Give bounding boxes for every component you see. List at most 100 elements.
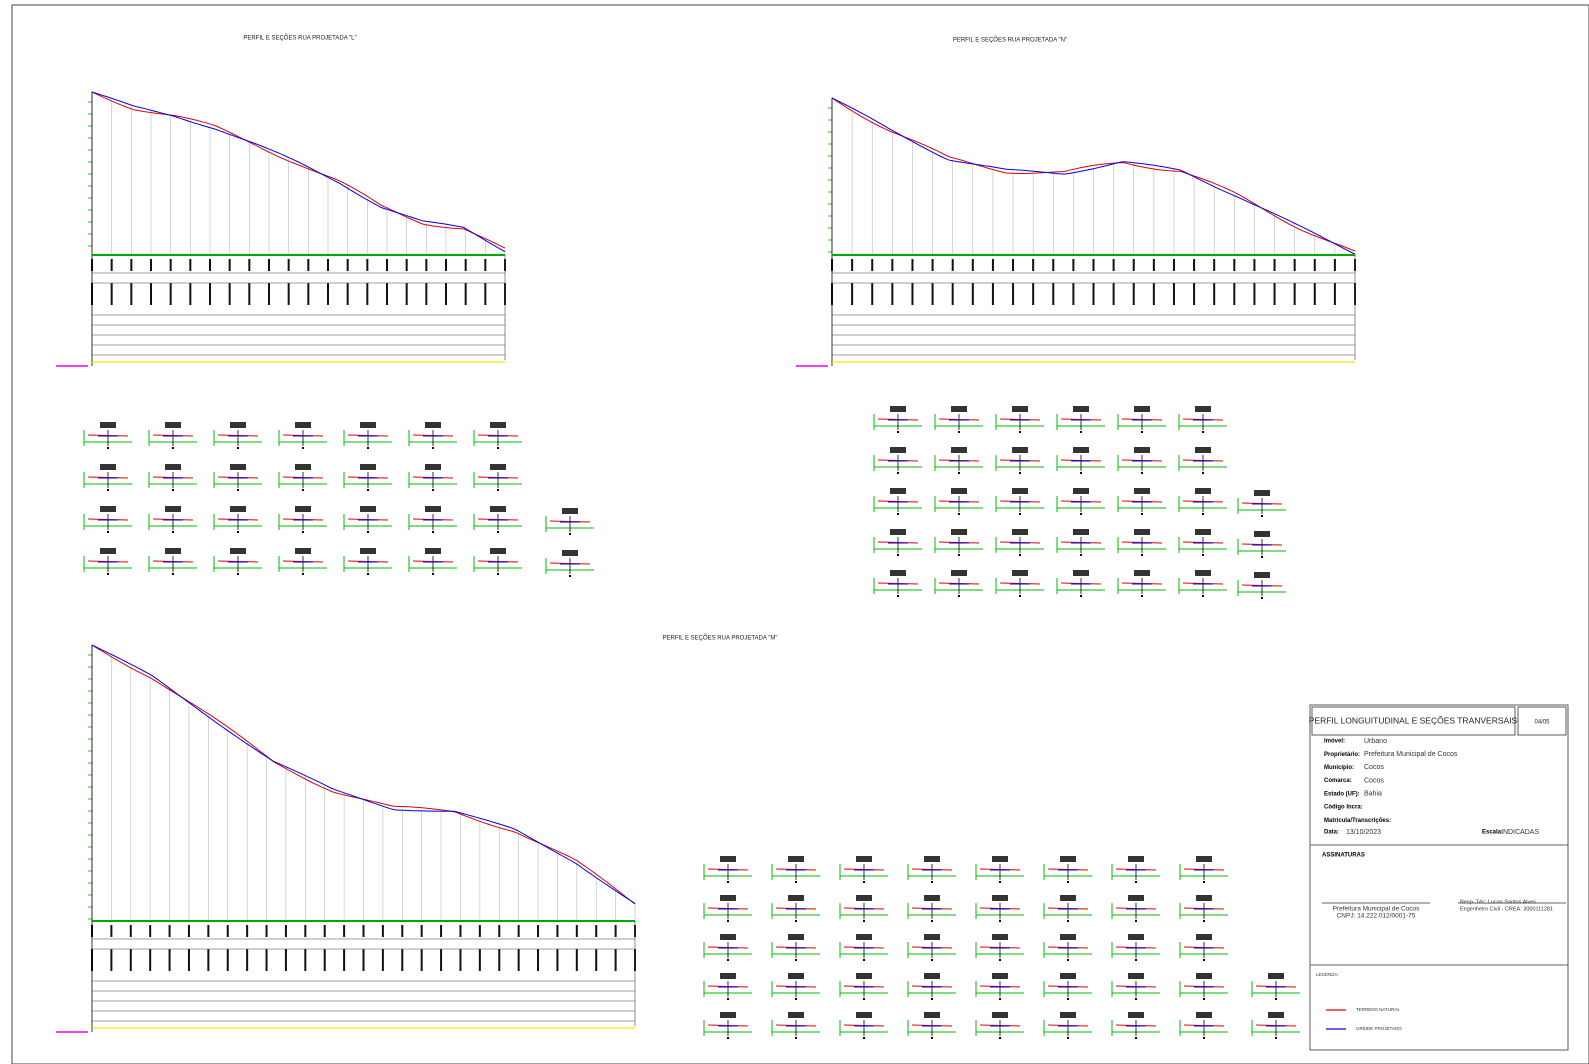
station-mark xyxy=(1233,259,1235,271)
section-label xyxy=(165,422,181,428)
station-mark xyxy=(445,259,447,271)
station-mark xyxy=(1294,283,1296,305)
section-dot xyxy=(727,881,729,883)
section-label xyxy=(230,506,246,512)
station-mark xyxy=(268,259,270,271)
station-mark xyxy=(304,949,306,971)
station-mark xyxy=(248,259,250,271)
station-mark xyxy=(150,259,152,271)
station-mark xyxy=(556,949,558,971)
field-label: Comarca: xyxy=(1324,778,1352,784)
section-dot xyxy=(172,489,174,491)
station-mark xyxy=(1012,259,1014,271)
section-dot xyxy=(931,959,933,961)
section-dot xyxy=(1135,998,1137,1000)
station-mark xyxy=(972,283,974,305)
section-dot xyxy=(237,447,239,449)
station-mark xyxy=(992,283,994,305)
section-dot xyxy=(1135,881,1137,883)
station-mark xyxy=(386,283,388,305)
section-label xyxy=(951,488,967,494)
station-mark xyxy=(1072,283,1074,305)
station-mark xyxy=(246,949,248,971)
section-dot xyxy=(1019,595,1021,597)
station-mark xyxy=(518,949,520,971)
station-mark xyxy=(130,283,132,305)
section-label xyxy=(856,856,872,862)
section-dot xyxy=(1202,595,1204,597)
section-dot xyxy=(432,531,434,533)
section-dot xyxy=(863,998,865,1000)
section-dot xyxy=(367,573,369,575)
station-mark xyxy=(406,259,408,271)
section-label xyxy=(1196,934,1212,940)
section-dot xyxy=(999,998,1001,1000)
station-mark xyxy=(324,925,326,937)
section-dot xyxy=(931,998,933,1000)
station-mark xyxy=(465,259,467,271)
section-dot xyxy=(1080,595,1082,597)
station-mark xyxy=(1294,259,1296,271)
station-mark xyxy=(992,259,994,271)
section-dot xyxy=(367,489,369,491)
section-dot xyxy=(1067,881,1069,883)
section-dot xyxy=(958,554,960,556)
section-dot xyxy=(999,881,1001,883)
station-mark xyxy=(285,949,287,971)
station-mark xyxy=(304,925,306,937)
section-dot xyxy=(569,533,571,535)
station-mark xyxy=(952,283,954,305)
legend-label: GREIDE PROJETADO xyxy=(1356,1026,1402,1031)
station-mark xyxy=(1032,259,1034,271)
station-mark xyxy=(363,925,365,937)
station-mark xyxy=(972,259,974,271)
section-label xyxy=(1012,406,1028,412)
station-mark xyxy=(851,259,853,271)
section-dot xyxy=(237,531,239,533)
section-label xyxy=(788,856,804,862)
station-mark xyxy=(268,283,270,305)
section-dot xyxy=(1202,554,1204,556)
section-label xyxy=(924,895,940,901)
station-mark xyxy=(537,925,539,937)
station-mark xyxy=(911,283,913,305)
station-mark xyxy=(932,283,934,305)
section-label xyxy=(425,464,441,470)
section-dot xyxy=(897,513,899,515)
section-dot xyxy=(497,573,499,575)
station-mark xyxy=(1233,283,1235,305)
field-label: Estado (UF): xyxy=(1324,791,1360,797)
section-label xyxy=(1196,895,1212,901)
station-mark xyxy=(149,925,151,937)
section-dot xyxy=(1080,431,1082,433)
section-label xyxy=(1073,488,1089,494)
station-mark xyxy=(307,259,309,271)
section-label xyxy=(1060,973,1076,979)
section-label xyxy=(1060,1012,1076,1018)
section-label xyxy=(890,447,906,453)
station-mark xyxy=(871,259,873,271)
station-mark xyxy=(170,283,172,305)
section-label xyxy=(788,1012,804,1018)
section-label xyxy=(1128,856,1144,862)
field-label: Município: xyxy=(1324,765,1354,771)
station-mark xyxy=(347,259,349,271)
station-mark xyxy=(227,925,229,937)
station-mark xyxy=(421,925,423,937)
section-label xyxy=(951,529,967,535)
section-dot xyxy=(1067,998,1069,1000)
section-dot xyxy=(1080,554,1082,556)
section-dot xyxy=(1141,554,1143,556)
station-mark xyxy=(207,949,209,971)
section-dot xyxy=(1019,431,1021,433)
section-label xyxy=(1134,447,1150,453)
drawing-sheet: PERFIL E SEÇÕES RUA PROJETADA "L" PERFIL… xyxy=(0,0,1589,1064)
section-label xyxy=(951,406,967,412)
section-dot xyxy=(172,531,174,533)
section-label xyxy=(1195,447,1211,453)
station-mark xyxy=(363,949,365,971)
section-label xyxy=(100,548,116,554)
section-label xyxy=(165,548,181,554)
section-dot xyxy=(367,531,369,533)
station-mark xyxy=(440,925,442,937)
